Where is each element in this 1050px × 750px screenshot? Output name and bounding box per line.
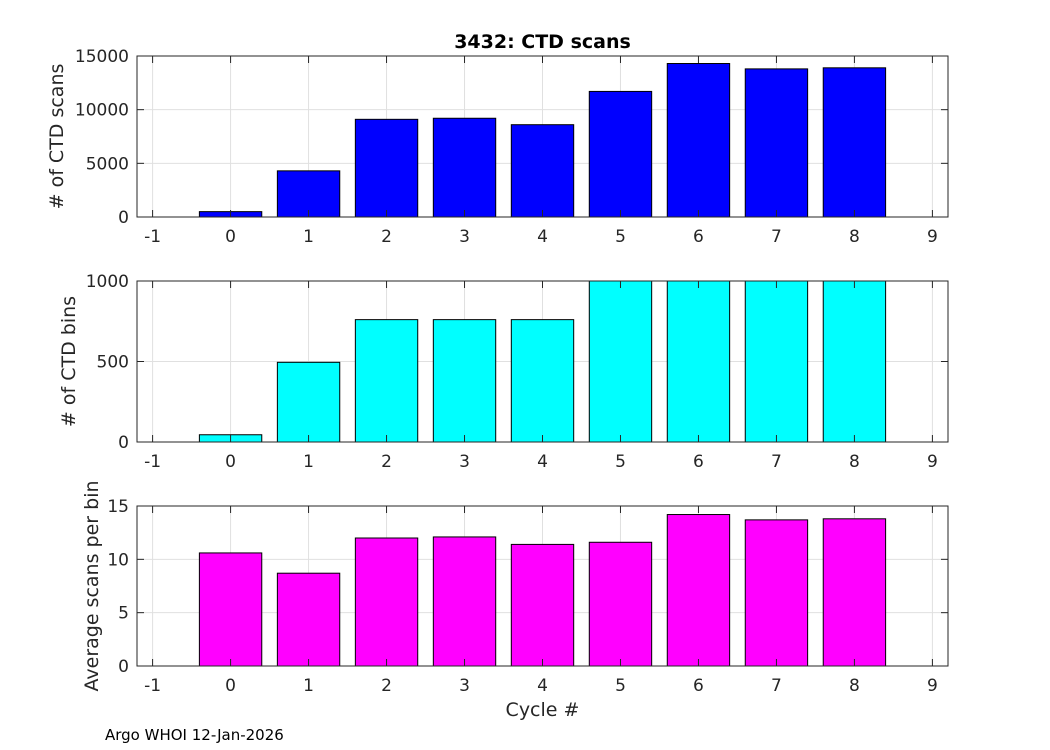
bar-cycle-5 [588, 90, 653, 218]
x-tick-label: 0 [225, 227, 236, 247]
bar-cycle-1 [276, 170, 341, 218]
bar-cycle-7 [744, 280, 809, 443]
chart-panel-2: -1 0 1 2 3 4 5 6 7 8 9 0 500 1000 # of CTD bins [58, 272, 949, 472]
x-tick-label: 7 [771, 452, 782, 472]
bar-cycle-5 [588, 541, 653, 667]
x-tick-label: 9 [927, 452, 938, 472]
x-tick-label: 2 [381, 676, 392, 696]
x-tick-label: 8 [849, 676, 860, 696]
bar-cycle-3 [432, 536, 497, 667]
bar-cycle-2 [354, 118, 419, 218]
y-tick-label: 5000 [86, 154, 129, 174]
y-axis-label: Average scans per bin [81, 480, 103, 691]
bar-cycle-7 [744, 68, 809, 218]
x-tick-label: 5 [615, 452, 626, 472]
x-tick-label: 6 [693, 452, 704, 472]
x-tick-label: 7 [771, 676, 782, 696]
y-tick-label: 15000 [75, 47, 129, 67]
x-tick-label: 4 [537, 676, 548, 696]
y-tick-label: 0 [118, 208, 129, 228]
y-tick-label: 5 [118, 604, 129, 624]
bar-cycle-6 [666, 514, 731, 667]
x-axis-label: Cycle # [506, 699, 580, 721]
bar-cycle-1 [276, 572, 341, 667]
x-tick-label: 9 [927, 676, 938, 696]
x-tick-label: -1 [144, 452, 161, 472]
x-tick-label: 9 [927, 227, 938, 247]
bar-cycle-4 [510, 124, 575, 218]
x-tick-label: 6 [693, 227, 704, 247]
y-tick-label: 1000 [86, 272, 129, 292]
chart-panel-1: -1 0 1 2 3 4 5 6 7 8 9 0 5000 10000 15000 # of CTD scan… [46, 31, 949, 247]
x-tick-label: 1 [303, 676, 314, 696]
bar-cycle-3 [432, 319, 497, 443]
x-tick-label: 3 [459, 452, 470, 472]
bar-cycle-8 [822, 280, 887, 443]
x-tick-label: 0 [225, 452, 236, 472]
y-axis-label: # of CTD bins [58, 296, 80, 427]
y-tick-label: 10000 [75, 101, 129, 121]
x-tick-label: 2 [381, 452, 392, 472]
bar-cycle-6 [666, 280, 731, 443]
x-tick-label: 7 [771, 227, 782, 247]
bar-cycle-4 [510, 543, 575, 667]
x-tick-label: 1 [303, 227, 314, 247]
bar-cycle-7 [744, 519, 809, 667]
bar-cycle-0 [198, 552, 263, 667]
x-tick-label: 4 [537, 452, 548, 472]
x-tick-label: 2 [381, 227, 392, 247]
y-axis-label: # of CTD scans [46, 64, 68, 210]
bar-cycle-2 [354, 537, 419, 667]
x-tick-label: 4 [537, 227, 548, 247]
x-tick-label: -1 [144, 227, 161, 247]
bar-cycle-6 [666, 63, 731, 218]
bar-cycle-1 [276, 361, 341, 443]
y-tick-label: 10 [107, 550, 129, 570]
x-tick-label: 3 [459, 676, 470, 696]
bar-cycle-8 [822, 67, 887, 218]
x-tick-label: 5 [615, 227, 626, 247]
bar-cycle-4 [510, 319, 575, 443]
y-tick-label: 500 [97, 353, 129, 373]
x-tick-label: 8 [849, 227, 860, 247]
x-tick-label: 5 [615, 676, 626, 696]
x-tick-label: 1 [303, 452, 314, 472]
y-tick-label: 0 [118, 433, 129, 453]
bar-cycle-3 [432, 117, 497, 218]
bar-cycle-2 [354, 319, 419, 443]
x-tick-label: 8 [849, 452, 860, 472]
bar-cycle-8 [822, 518, 887, 667]
x-tick-label: 6 [693, 676, 704, 696]
y-tick-label: 15 [107, 497, 129, 517]
x-tick-label: -1 [144, 676, 161, 696]
footer-credit: Argo WHOI 12-Jan-2026 [105, 726, 284, 744]
chart-title: 3432: CTD scans [454, 31, 631, 53]
bar-cycle-5 [588, 280, 653, 443]
x-tick-label: 3 [459, 227, 470, 247]
y-tick-label: 0 [118, 657, 129, 677]
x-tick-label: 0 [225, 676, 236, 696]
